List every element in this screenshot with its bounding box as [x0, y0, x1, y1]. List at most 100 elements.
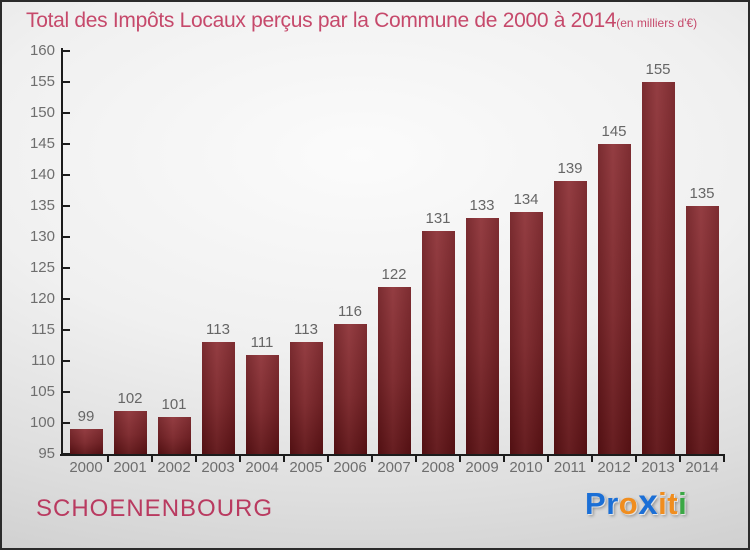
- bar-value-2014: 135: [689, 185, 715, 202]
- chart-title-row: Total des Impôts Locaux perçus par la Co…: [26, 9, 697, 33]
- bar-value-2008: 131: [425, 210, 451, 227]
- chart-title: Total des Impôts Locaux perçus par la Co…: [26, 9, 617, 32]
- ytick-mark-120: [61, 298, 70, 300]
- xtick-mark-3: [239, 454, 241, 462]
- bar-value-2000: 99: [77, 408, 95, 425]
- ytick-mark-145: [61, 143, 70, 145]
- bar-2002: [158, 417, 191, 454]
- ytick-label-115: 115: [31, 321, 55, 338]
- bar-2005: [290, 342, 323, 454]
- proxiti-logo-letter-5: t: [667, 486, 679, 521]
- xtick-mark-11: [591, 454, 593, 462]
- ytick-label-150: 150: [29, 104, 55, 121]
- proxiti-logo[interactable]: Proxiti: [585, 483, 688, 522]
- ytick-label-105: 105: [29, 383, 55, 400]
- xtick-label-2003: 2003: [201, 459, 235, 476]
- ytick-label-100: 100: [29, 414, 55, 431]
- proxiti-logo-letter-6: i: [678, 486, 688, 521]
- ytick-label-125: 125: [29, 259, 55, 276]
- bar-2004: [246, 355, 279, 454]
- ytick-label-140: 140: [29, 166, 55, 183]
- chart-subtitle: (en milliers d'€): [616, 16, 698, 30]
- ytick-mark-150: [61, 112, 70, 114]
- bar-2008: [422, 231, 455, 454]
- bar-2007: [378, 287, 411, 454]
- bar-2010: [510, 212, 543, 454]
- ytick-mark-160: [61, 50, 70, 52]
- bar-value-2007: 122: [381, 266, 407, 283]
- bar-2013: [642, 82, 675, 454]
- bar-value-2013: 155: [645, 61, 671, 78]
- xtick-label-2002: 2002: [157, 459, 191, 476]
- bar-value-2002: 101: [161, 396, 187, 413]
- xtick-label-2000: 2000: [69, 459, 103, 476]
- ytick-mark-125: [61, 267, 70, 269]
- bar-2009: [466, 218, 499, 454]
- x-axis: [60, 454, 725, 456]
- xtick-mark-14: [723, 454, 725, 462]
- xtick-label-2009: 2009: [465, 459, 499, 476]
- xtick-mark-10: [547, 454, 549, 462]
- xtick-label-2010: 2010: [509, 459, 543, 476]
- xtick-label-2013: 2013: [641, 459, 675, 476]
- xtick-label-2004: 2004: [245, 459, 279, 476]
- xtick-label-2007: 2007: [377, 459, 411, 476]
- ytick-mark-140: [61, 174, 70, 176]
- y-axis: [61, 48, 63, 456]
- ytick-label-135: 135: [29, 197, 55, 214]
- bar-value-2011: 139: [557, 160, 583, 177]
- bar-2001: [114, 411, 147, 454]
- proxiti-logo-letter-3: x: [638, 483, 659, 522]
- bar-value-2001: 102: [117, 390, 143, 407]
- bar-value-2012: 145: [601, 123, 627, 140]
- ytick-label-110: 110: [31, 352, 55, 369]
- xtick-mark-9: [503, 454, 505, 462]
- bar-2011: [554, 181, 587, 454]
- bar-2006: [334, 324, 367, 454]
- bar-value-2004: 111: [250, 334, 274, 351]
- ytick-label-95: 95: [38, 445, 55, 462]
- xtick-label-2008: 2008: [421, 459, 455, 476]
- bar-2000: [70, 429, 103, 454]
- xtick-mark-0: [107, 454, 109, 462]
- xtick-mark-13: [679, 454, 681, 462]
- bar-2003: [202, 342, 235, 454]
- bar-value-2006: 116: [338, 303, 362, 320]
- ytick-label-145: 145: [29, 135, 55, 152]
- xtick-mark-4: [283, 454, 285, 462]
- xtick-mark-7: [415, 454, 417, 462]
- ytick-mark-135: [61, 205, 70, 207]
- proxiti-logo-letter-4: i: [658, 486, 668, 521]
- commune-name: SCHOENENBOURG: [36, 495, 274, 522]
- xtick-label-2012: 2012: [597, 459, 631, 476]
- ytick-mark-100: [61, 422, 70, 424]
- ytick-label-155: 155: [29, 73, 55, 90]
- bar-value-2010: 134: [513, 191, 539, 208]
- xtick-label-2014: 2014: [685, 459, 719, 476]
- ytick-mark-105: [61, 391, 70, 393]
- xtick-label-2001: 2001: [113, 459, 147, 476]
- ytick-label-130: 130: [29, 228, 55, 245]
- ytick-mark-130: [61, 236, 70, 238]
- proxiti-logo-letter-0: P: [585, 486, 607, 521]
- proxiti-logo-letter-2: o: [618, 486, 639, 521]
- proxiti-logo-letter-1: r: [606, 486, 619, 521]
- xtick-label-2005: 2005: [289, 459, 323, 476]
- ytick-label-160: 160: [29, 42, 55, 59]
- xtick-label-2006: 2006: [333, 459, 367, 476]
- xtick-label-2011: 2011: [553, 459, 587, 476]
- xtick-mark-5: [327, 454, 329, 462]
- bar-value-2009: 133: [469, 197, 495, 214]
- xtick-mark-12: [635, 454, 637, 462]
- ytick-label-120: 120: [29, 290, 55, 307]
- bar-2014: [686, 206, 719, 454]
- ytick-mark-155: [61, 81, 70, 83]
- xtick-mark-6: [371, 454, 373, 462]
- xtick-mark-1: [151, 454, 153, 462]
- bar-value-2003: 113: [206, 321, 230, 338]
- bar-value-2005: 113: [294, 321, 318, 338]
- xtick-mark-2: [195, 454, 197, 462]
- ytick-mark-115: [61, 329, 70, 331]
